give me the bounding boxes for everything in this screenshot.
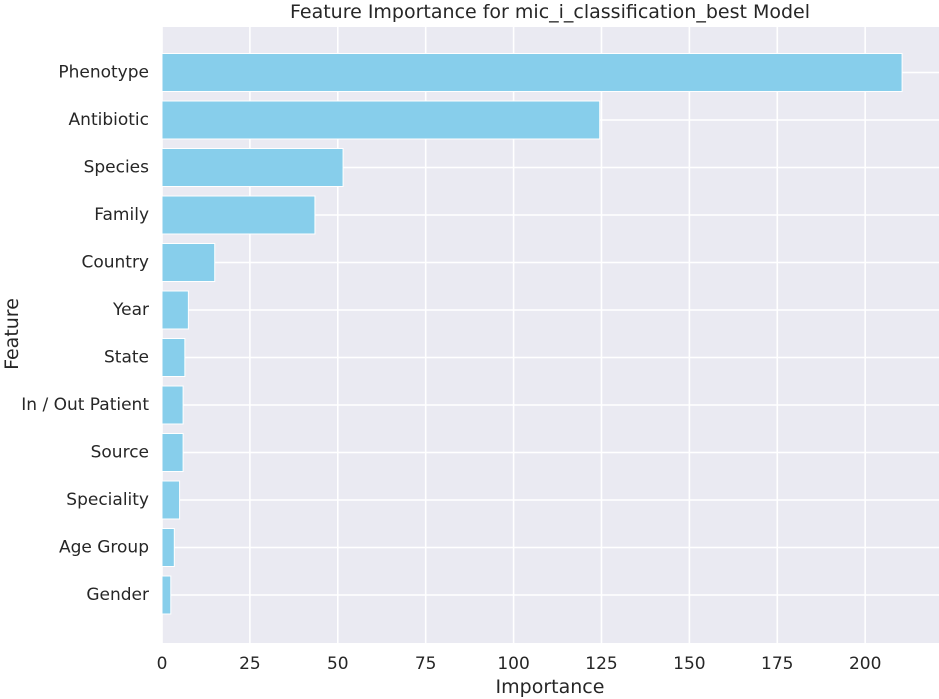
y-tick-label: Year: [112, 300, 149, 320]
y-tick-label: In / Out Patient: [21, 395, 149, 415]
y-tick-label: Speciality: [66, 490, 149, 510]
y-axis-label: Feature: [1, 298, 23, 370]
y-tick-label: Country: [81, 253, 149, 273]
bar-country: [161, 243, 216, 282]
x-tick-label: 25: [239, 654, 261, 674]
y-tick-label: Antibiotic: [69, 110, 149, 130]
y-tick-label: Species: [84, 158, 150, 178]
y-tick-labels: Phenotype Antibiotic Species Family Country Y…: [21, 63, 149, 606]
y-tick-label: Phenotype: [58, 63, 149, 83]
chart-title: Feature Importance for mic_i_classificat…: [290, 1, 810, 23]
bar-antibiotic: [161, 100, 601, 140]
bar-speciality: [161, 480, 181, 520]
y-tick-label: Age Group: [59, 538, 149, 558]
bar-age-group: [161, 528, 175, 567]
bar-phenotype: [161, 53, 903, 92]
x-tick-label: 200: [849, 654, 881, 674]
x-tick-label: 100: [497, 654, 529, 674]
y-tick-label: Gender: [86, 585, 149, 605]
x-tick-label: 125: [585, 654, 617, 674]
x-tick-label: 50: [327, 654, 349, 674]
bar-source: [161, 433, 184, 472]
x-tick-label: 0: [157, 654, 168, 674]
bar-state: [161, 338, 186, 377]
bar-gender: [161, 575, 172, 615]
bars: [161, 53, 903, 615]
y-tick-label: Source: [91, 443, 149, 463]
x-tick-labels: 0 25 50 75 100 125 150 175 200: [157, 654, 882, 674]
x-tick-label: 175: [761, 654, 793, 674]
y-tick-label: Family: [94, 205, 149, 225]
y-tick-label: State: [104, 348, 149, 368]
bar-in-out-patient: [161, 385, 184, 425]
x-tick-label: 75: [415, 654, 437, 674]
x-axis-label: Importance: [496, 676, 605, 698]
bar-family: [161, 195, 316, 235]
bar-year: [161, 290, 189, 330]
bar-species: [161, 148, 344, 187]
x-tick-label: 150: [673, 654, 705, 674]
